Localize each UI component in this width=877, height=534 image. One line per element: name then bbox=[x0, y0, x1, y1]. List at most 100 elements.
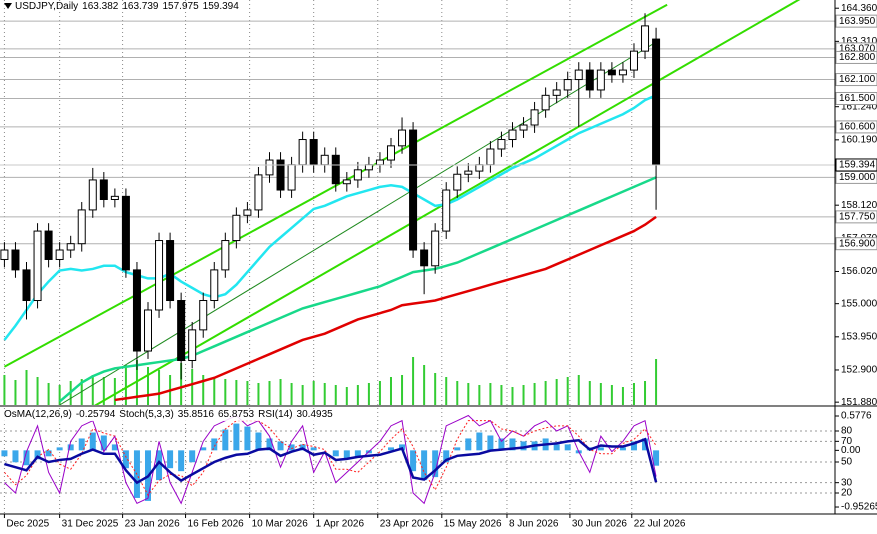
y-tick-label: 163.310 bbox=[841, 36, 877, 47]
candle-body bbox=[431, 230, 440, 267]
osma-bar bbox=[255, 432, 262, 451]
volume-bar bbox=[180, 363, 183, 405]
osma-bar bbox=[78, 438, 85, 451]
candle-body bbox=[585, 69, 594, 91]
candle-body bbox=[420, 249, 429, 267]
close: 159.394 bbox=[202, 1, 239, 12]
candle-body bbox=[254, 174, 263, 211]
volume-bar bbox=[213, 377, 216, 405]
volume-bar bbox=[478, 385, 481, 405]
candle-body bbox=[99, 179, 108, 201]
volume-bar bbox=[367, 383, 370, 405]
y-tick-label: 156.020 bbox=[841, 266, 877, 277]
candle-body bbox=[11, 249, 20, 271]
candle-body bbox=[475, 164, 484, 172]
osma-bar bbox=[211, 438, 218, 451]
osma-bar bbox=[1, 450, 8, 457]
candle-body bbox=[298, 139, 307, 166]
candle-body bbox=[596, 69, 605, 91]
y2-tick-label: 0.5776 bbox=[841, 411, 872, 422]
volume-bar bbox=[423, 365, 426, 405]
osma-bar bbox=[56, 447, 63, 451]
y2-tick-label: -0.95265 bbox=[841, 502, 877, 513]
price-label: 159.394 bbox=[839, 160, 876, 171]
candle-body bbox=[155, 240, 164, 311]
level-label: 162.800 bbox=[839, 52, 876, 63]
volume-bar bbox=[113, 378, 116, 405]
volume-bar bbox=[334, 385, 337, 405]
osma-bar bbox=[465, 438, 472, 451]
volume-bar bbox=[345, 387, 348, 405]
level-label: 163.070 bbox=[839, 44, 876, 55]
volume-bar bbox=[356, 385, 359, 405]
candle-body bbox=[144, 309, 153, 352]
volume-bar bbox=[644, 381, 647, 405]
volume-bar bbox=[434, 373, 437, 405]
candle-body bbox=[243, 209, 252, 216]
osma-bar bbox=[553, 444, 560, 451]
candle-body bbox=[232, 214, 241, 242]
osma-bar bbox=[122, 450, 129, 469]
osma-bar bbox=[45, 450, 52, 457]
osma-bar bbox=[89, 432, 96, 451]
volume-bar bbox=[632, 383, 635, 405]
candle-body bbox=[265, 159, 274, 176]
volume-bar bbox=[610, 385, 613, 405]
volume-bar bbox=[401, 375, 404, 405]
x-tick-label: 10 Mar 2026 bbox=[252, 519, 309, 530]
moving-average bbox=[114, 215, 657, 402]
candle-body bbox=[33, 230, 42, 302]
volume-bar bbox=[279, 379, 282, 405]
low: 157.975 bbox=[162, 1, 199, 12]
volume-bar bbox=[268, 381, 271, 405]
osma-bar bbox=[642, 438, 649, 451]
volume-bar bbox=[544, 381, 547, 405]
volume-bar bbox=[124, 365, 127, 405]
y-tick-label: 153.950 bbox=[841, 331, 877, 342]
volume-bar bbox=[500, 385, 503, 405]
candle-body bbox=[199, 300, 208, 331]
level-label: 157.750 bbox=[839, 212, 876, 223]
osma-bar bbox=[410, 450, 417, 472]
volume-bar bbox=[147, 367, 150, 405]
candle-body bbox=[88, 179, 97, 211]
osma-bar bbox=[200, 447, 207, 451]
candle-body bbox=[166, 240, 175, 302]
volume-bar bbox=[3, 375, 6, 405]
volume-bar bbox=[202, 375, 205, 405]
candle-body bbox=[276, 159, 285, 191]
candle-body bbox=[287, 164, 296, 191]
candle-body bbox=[563, 79, 572, 91]
y-tick-label: 164.360 bbox=[841, 3, 877, 14]
osma-bar bbox=[67, 444, 74, 451]
osma-bar bbox=[653, 450, 660, 466]
x-tick-label: Dec 2025 bbox=[6, 519, 49, 530]
osma-bar bbox=[564, 444, 571, 451]
candle-body bbox=[398, 129, 407, 147]
price-panel bbox=[0, 0, 835, 405]
y-tick-label: 161.240 bbox=[841, 101, 877, 112]
candle-body bbox=[652, 38, 661, 166]
volume-bar bbox=[655, 359, 658, 405]
volume-bar bbox=[566, 377, 569, 405]
candle-body bbox=[177, 300, 186, 361]
candle-body bbox=[386, 145, 395, 161]
oscillator-line bbox=[4, 414, 657, 505]
candle-body bbox=[121, 195, 130, 271]
osma-bar bbox=[630, 441, 637, 451]
candle-body bbox=[464, 170, 473, 175]
candle-body bbox=[375, 159, 384, 166]
candle-body bbox=[541, 94, 550, 111]
volume-bar bbox=[389, 377, 392, 405]
osma-bar bbox=[12, 450, 19, 463]
candle-body bbox=[497, 139, 506, 150]
level-label: 159.000 bbox=[839, 172, 876, 183]
x-tick-label: 22 Jul 2026 bbox=[634, 519, 686, 530]
level-label-box bbox=[835, 73, 877, 87]
osma-bar bbox=[156, 450, 163, 481]
high: 163.739 bbox=[122, 1, 159, 12]
candle-body bbox=[0, 249, 9, 260]
osma-bar bbox=[244, 426, 251, 451]
